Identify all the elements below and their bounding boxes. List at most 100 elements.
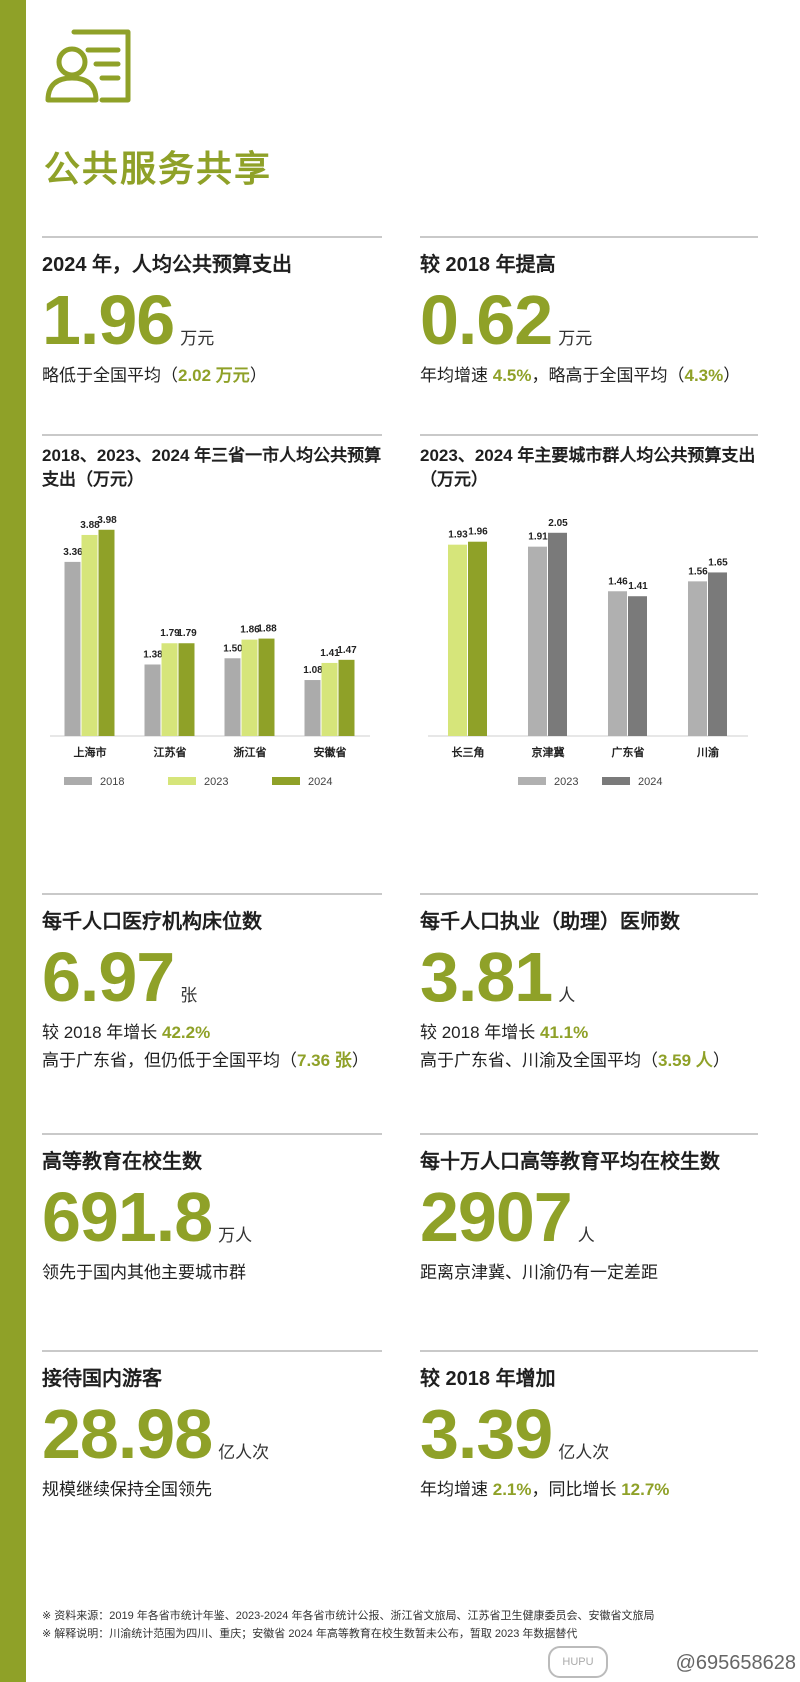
stat-label: 每千人口执业（助理）医师数: [420, 911, 680, 933]
bar-长三角-2024: [468, 541, 487, 736]
bar-京津冀-2024: [548, 532, 567, 736]
stat-block-hospital-beds: 每千人口医疗机构床位数 6.97 张 较 2018 年增长 42.2% 高于广东省…: [42, 893, 382, 1074]
data-label: 1.41: [320, 648, 340, 659]
stat-note: 较 2018 年增长 42.2%: [42, 1023, 211, 1042]
bar-江苏省-2024: [178, 643, 195, 736]
data-label: 1.79: [177, 628, 197, 639]
legend-label: 2018: [100, 776, 124, 788]
stat-note: 略低于全国平均（2.02 万元）: [42, 366, 267, 385]
stat-label: 接待国内游客: [42, 1368, 162, 1390]
legend-swatch: [532, 777, 546, 785]
stat-value: 1.96: [42, 281, 175, 359]
stat-unit: 万元: [558, 329, 593, 348]
stat-block-physicians: 每千人口执业（助理）医师数 3.81 人 较 2018 年增长 41.1% 高于广…: [420, 893, 758, 1074]
stat-label: 较 2018 年增加: [420, 1368, 556, 1390]
stat-unit: 人: [577, 1226, 595, 1245]
legend-swatch: [168, 777, 196, 785]
chart-title: 2023、2024 年主要城市群人均公共预算支出（万元）: [420, 446, 756, 489]
category-label: 川渝: [696, 745, 720, 759]
watermark-badge: HUPU: [548, 1646, 608, 1678]
legend-swatch: [602, 777, 616, 785]
category-label: 安徽省: [314, 745, 347, 759]
bar-广东省-2023: [608, 591, 627, 736]
bar-浙江省-2023: [241, 639, 258, 736]
stat-note: 年均增速 4.5%，略高于全国平均（4.3%）: [420, 366, 741, 385]
legend-swatch: [64, 777, 92, 785]
stat-unit: 人: [558, 986, 576, 1005]
stat-note: 较 2018 年增长 41.1%: [420, 1023, 589, 1042]
category-label: 京津冀: [532, 745, 565, 759]
stat-note: 年均增速 2.1%，同比增长 12.7%: [420, 1480, 670, 1499]
footer-source: ※ 资料来源：2019 年各省市统计年鉴、2023-2024 年各省市统计公报、…: [42, 1610, 655, 1622]
bar-上海市-2023: [81, 534, 98, 736]
stat-label: 每十万人口高等教育平均在校生数: [420, 1151, 720, 1173]
bar-chart-provinces: 3.363.883.98上海市1.381.791.79江苏省1.501.861.…: [50, 515, 370, 788]
legend-swatch: [272, 777, 300, 785]
data-label: 1.38: [143, 649, 163, 660]
profile-document-icon: [45, 29, 131, 103]
data-label: 3.36: [63, 547, 83, 558]
category-label: 长三角: [452, 745, 485, 759]
data-label: 1.50: [223, 643, 243, 654]
data-label: 1.46: [608, 576, 628, 587]
data-label: 1.96: [468, 527, 488, 538]
bar-安徽省-2024: [338, 659, 355, 736]
data-label: 1.91: [528, 532, 548, 543]
stat-note: 领先于国内其他主要城市群: [42, 1263, 246, 1282]
stat-block-students-per-100k: 每十万人口高等教育平均在校生数 2907 人 距离京津冀、川渝仍有一定差距: [420, 1133, 758, 1286]
stat-value: 3.81: [420, 938, 553, 1016]
data-label: 1.41: [628, 581, 648, 592]
data-label: 1.47: [337, 645, 357, 656]
data-label: 3.98: [97, 515, 117, 526]
data-label: 2.05: [548, 518, 568, 529]
chart-title: 2018、2023、2024 年三省一市人均公共预算支出（万元）: [42, 446, 382, 489]
data-label: 1.79: [160, 628, 180, 639]
stat-value: 6.97: [42, 938, 175, 1016]
legend-label: 2024: [638, 776, 662, 788]
bar-浙江省-2018: [224, 658, 241, 736]
stat-unit: 张: [180, 986, 198, 1005]
data-label: 1.56: [688, 566, 708, 577]
sidebar-accent-bar: [0, 0, 26, 1682]
stat-unit: 亿人次: [218, 1443, 270, 1462]
bar-chart-city-clusters: 1.93 1.96 长三角 1.912.05 京津冀 1.46 1.41 广东省 1.561.6…: [428, 518, 748, 788]
stat-note: 规模继续保持全国领先: [42, 1480, 212, 1499]
data-label: 1.88: [257, 624, 277, 635]
bar-安徽省-2023: [321, 662, 338, 736]
footer-explanation: ※ 解释说明：川渝统计范围为四川、重庆；安徽省 2024 年高等教育在校生数暂未…: [42, 1628, 578, 1640]
data-label: 1.93: [448, 530, 468, 541]
stat-label: 较 2018 年提高: [420, 254, 556, 276]
legend-label: 2023: [554, 776, 578, 788]
chart-block-provinces: 2018、2023、2024 年三省一市人均公共预算支出（万元）: [42, 434, 382, 492]
bar-广东省-2024: [628, 596, 647, 736]
stat-block-increase-since-2018: 较 2018 年提高 0.62 万元 年均增速 4.5%，略高于全国平均（4.3%…: [420, 236, 758, 389]
footer-notes: ※ 资料来源：2019 年各省市统计年鉴、2023-2024 年各省市统计公报、…: [42, 1607, 654, 1643]
legend-label: 2023: [204, 776, 228, 788]
stat-note: 高于广东省、川渝及全国平均（3.59 人）: [420, 1051, 730, 1070]
chart-block-city-clusters: 2023、2024 年主要城市群人均公共预算支出（万元）: [420, 434, 758, 492]
bar-上海市-2024: [98, 529, 115, 736]
category-label: 浙江省: [234, 745, 267, 759]
legend-swatch: [518, 777, 532, 785]
data-label: 1.65: [708, 557, 728, 568]
category-label: 广东省: [612, 745, 645, 759]
page-title: 公共服务共享: [44, 148, 273, 189]
legend-swatch: [616, 777, 630, 785]
stat-block-budget-per-capita: 2024 年，人均公共预算支出 1.96 万元 略低于全国平均（2.02 万元）: [42, 236, 382, 389]
stat-unit: 万人: [218, 1226, 253, 1245]
bar-上海市-2018: [64, 561, 81, 736]
stat-value: 3.39: [420, 1395, 553, 1473]
data-label: 3.88: [80, 520, 100, 531]
stat-block-higher-education: 高等教育在校生数 691.8 万人 领先于国内其他主要城市群: [42, 1133, 382, 1286]
stat-unit: 万元: [180, 329, 215, 348]
stat-unit: 亿人次: [558, 1443, 610, 1462]
category-label: 上海市: [74, 745, 107, 759]
bar-川渝-2023: [688, 581, 707, 736]
stat-label: 每千人口医疗机构床位数: [42, 911, 262, 933]
stat-label: 2024 年，人均公共预算支出: [42, 254, 293, 276]
bar-京津冀-2023: [528, 546, 547, 736]
stat-value: 0.62: [420, 281, 553, 359]
watermark-handle: @695658628: [675, 1652, 796, 1674]
stat-note: 距离京津冀、川渝仍有一定差距: [420, 1263, 658, 1282]
data-label: 1.08: [303, 665, 323, 676]
